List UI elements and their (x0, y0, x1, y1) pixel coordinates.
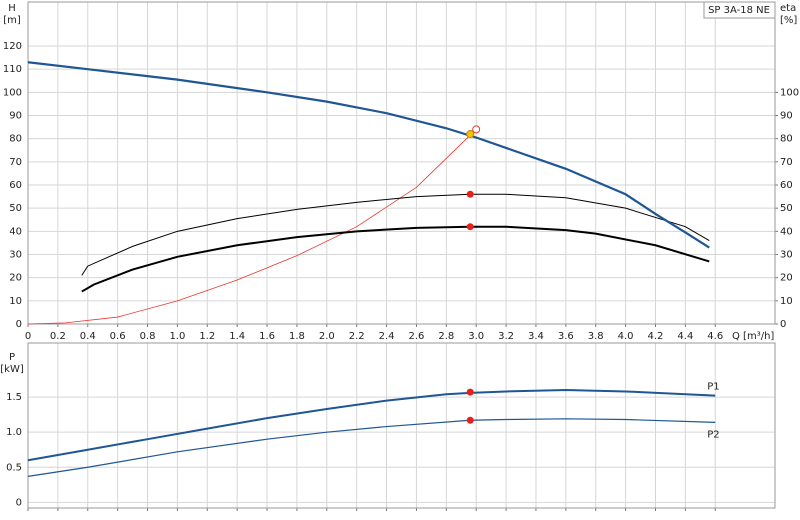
y-axis-label: P (9, 352, 15, 363)
y2-tick-label: 60 (780, 180, 793, 191)
y-tick-label: 100 (3, 87, 22, 98)
x-tick-label: 3.8 (588, 331, 604, 342)
x-tick-label: 3.2 (498, 331, 514, 342)
x-tick-label: 4.0 (618, 331, 634, 342)
x-tick-label: 0.4 (80, 331, 96, 342)
x-tick-label: 3.0 (468, 331, 484, 342)
y2-tick-label: 30 (780, 250, 793, 261)
y-tick-label: 120 (3, 41, 22, 52)
y2-tick-label: 70 (780, 157, 793, 168)
x-tick-label: 1.6 (259, 331, 275, 342)
y-axis-unit: [m] (3, 15, 21, 26)
x-tick-label: 1.4 (229, 331, 245, 342)
x-tick-label: 2.6 (408, 331, 424, 342)
x-tick-label: 0 (25, 331, 31, 342)
curve (27, 418, 716, 477)
y2-tick-label: 50 (780, 203, 793, 214)
x-tick-label: 0.8 (140, 331, 156, 342)
title-box (703, 1, 776, 19)
y-tick-label: 0.5 (6, 462, 22, 473)
duty-point (472, 125, 481, 134)
x-tick-label: 1.8 (289, 331, 305, 342)
x-tick-label: 3.6 (558, 331, 574, 342)
x-tick-label: 3.4 (528, 331, 544, 342)
y-axis-unit: [kW] (0, 364, 24, 375)
operating-point (466, 190, 474, 198)
curve (27, 61, 710, 249)
operating-point (466, 416, 474, 424)
y2-tick-label: 10 (780, 296, 793, 307)
x-tick-label: 2.2 (349, 331, 365, 342)
y2-axis-label: eta (780, 3, 796, 14)
curve (27, 389, 716, 462)
y2-tick-label: 80 (780, 134, 793, 145)
y-tick-label: 10 (9, 296, 22, 307)
curve (81, 225, 710, 293)
operating-point (466, 130, 475, 139)
x-tick-label: 0.2 (50, 331, 66, 342)
y2-tick-label: 100 (780, 87, 799, 98)
y-tick-label: 1.5 (6, 392, 22, 403)
x-tick-label: 0.6 (110, 331, 126, 342)
chart-title: SP 3A-18 NE (708, 5, 770, 16)
y-tick-label: 50 (9, 203, 22, 214)
plot-frame (27, 342, 776, 509)
x-tick-label: 2.0 (319, 331, 335, 342)
y-tick-label: 70 (9, 157, 22, 168)
y2-tick-label: 20 (780, 273, 793, 284)
y-tick-label: 110 (3, 64, 22, 75)
operating-point (466, 388, 474, 396)
x-tick-label: 1.2 (199, 331, 215, 342)
operating-point (466, 223, 474, 231)
y-tick-label: 80 (9, 134, 22, 145)
y-tick-label: 30 (9, 250, 22, 261)
y-tick-label: 0 (16, 319, 22, 330)
curve-label: P2 (707, 429, 719, 440)
plot-frame (27, 1, 776, 325)
x-axis-label: Q [m³/h] (732, 331, 774, 342)
y2-axis-unit: [%] (780, 15, 797, 26)
x-tick-label: 2.8 (438, 331, 454, 342)
curve-label: P1 (707, 382, 719, 393)
x-tick-label: 2.4 (379, 331, 395, 342)
y-tick-label: 40 (9, 226, 22, 237)
y-axis-label: H (8, 3, 16, 14)
y-tick-label: 60 (9, 180, 22, 191)
x-tick-label: 4.6 (707, 331, 723, 342)
y-tick-label: 0 (16, 497, 22, 508)
curve (81, 193, 710, 276)
y2-tick-label: 0 (780, 319, 786, 330)
curve (27, 134, 471, 325)
y-tick-label: 90 (9, 111, 22, 122)
y-tick-label: 20 (9, 273, 22, 284)
x-tick-label: 4.4 (677, 331, 693, 342)
y-tick-label: 1.0 (6, 427, 22, 438)
x-tick-label: 4.2 (648, 331, 664, 342)
x-tick-label: 1.0 (169, 331, 185, 342)
y2-tick-label: 90 (780, 111, 793, 122)
y2-tick-label: 40 (780, 226, 793, 237)
